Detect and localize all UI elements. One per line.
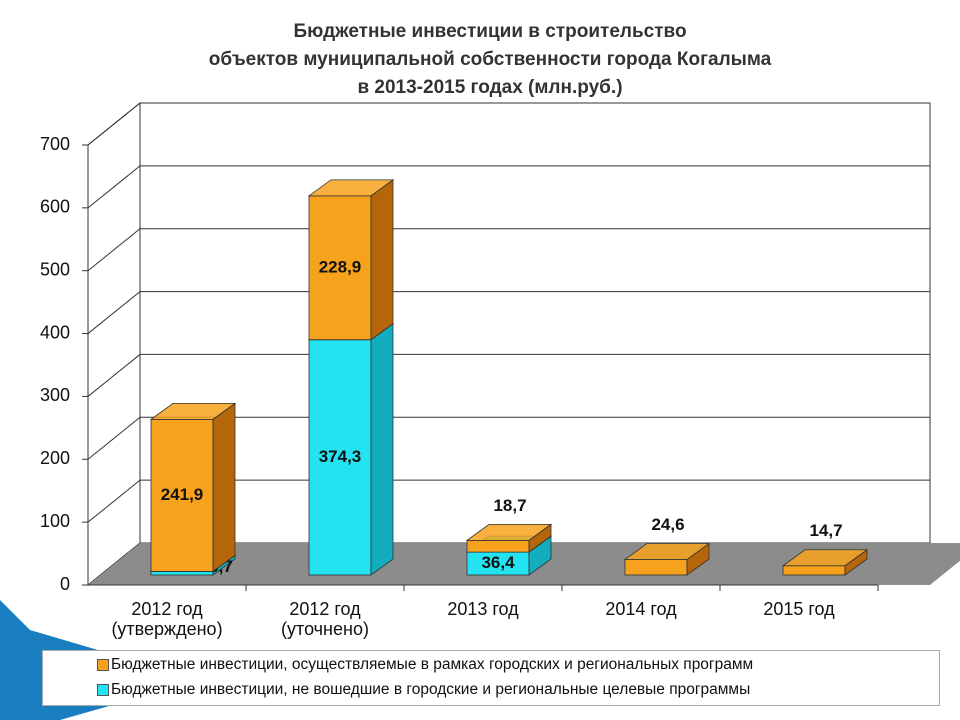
y-tick-label: 100: [40, 511, 70, 531]
value-label: 36,4: [481, 553, 515, 572]
x-tick-label: 2012 год (утверждено): [111, 599, 223, 639]
chart-title: Бюджетные инвестиции в строительство: [293, 21, 686, 42]
value-label: 18,7: [493, 496, 526, 515]
bar-top: [465, 523, 553, 541]
bar-top: [781, 549, 869, 567]
bar: [624, 559, 688, 576]
value-label: 241,9: [161, 485, 204, 504]
bar-side: [370, 322, 394, 576]
bar: [308, 195, 372, 341]
grid-line: [87, 353, 930, 397]
y-tick-label: 400: [40, 322, 70, 342]
legend-swatch: [97, 684, 109, 696]
value-label: 228,9: [319, 257, 362, 276]
legend-label: Бюджетные инвестиции, осуществляемые в р…: [111, 656, 754, 673]
x-tick-label: 2014 год: [605, 599, 677, 619]
bar: [150, 418, 214, 572]
y-tick-label: 600: [40, 197, 70, 217]
grid-line: [87, 102, 930, 146]
back-wall: [139, 102, 931, 544]
bar-top: [307, 179, 395, 197]
grid-line: [87, 228, 930, 272]
legend-swatch: [97, 659, 109, 671]
bar-side: [212, 402, 236, 573]
chart-title: объектов муниципальной собственности гор…: [209, 49, 772, 70]
x-tick-label: 2013 год: [447, 599, 519, 619]
bar: [782, 565, 846, 576]
grid-line: [87, 479, 930, 523]
grid-line: [87, 291, 930, 334]
side-wall: [87, 101, 141, 587]
x-tick-label: 2015 год: [763, 599, 835, 619]
grid-line: [87, 165, 930, 209]
bar: [466, 539, 530, 553]
legend-item: Бюджетные инвестиции, не вошедшие в горо…: [97, 681, 751, 699]
legend-label: Бюджетные инвестиции, не вошедшие в горо…: [111, 681, 751, 698]
bar: [150, 571, 214, 576]
y-tick-label: 300: [40, 385, 70, 405]
bar-top: [623, 543, 711, 560]
legend-item: Бюджетные инвестиции, осуществляемые в р…: [97, 656, 754, 674]
grid-line: [87, 416, 930, 460]
y-tick-label: 700: [40, 134, 70, 154]
y-tick-label: 0: [60, 574, 70, 594]
bar-top: [149, 402, 237, 420]
bar-side: [370, 179, 394, 341]
value-label: 24,6: [651, 515, 684, 534]
chart-title: в 2013-2015 годах (млн.руб.): [357, 77, 622, 98]
y-tick-label: 200: [40, 448, 70, 468]
legend: Бюджетные инвестиции, осуществляемые в р…: [42, 650, 940, 706]
x-tick-label: 2012 год (уточнено): [281, 599, 369, 639]
y-tick-label: 500: [40, 259, 70, 279]
value-label: 374,3: [319, 447, 362, 466]
value-label: 14,7: [809, 521, 842, 540]
